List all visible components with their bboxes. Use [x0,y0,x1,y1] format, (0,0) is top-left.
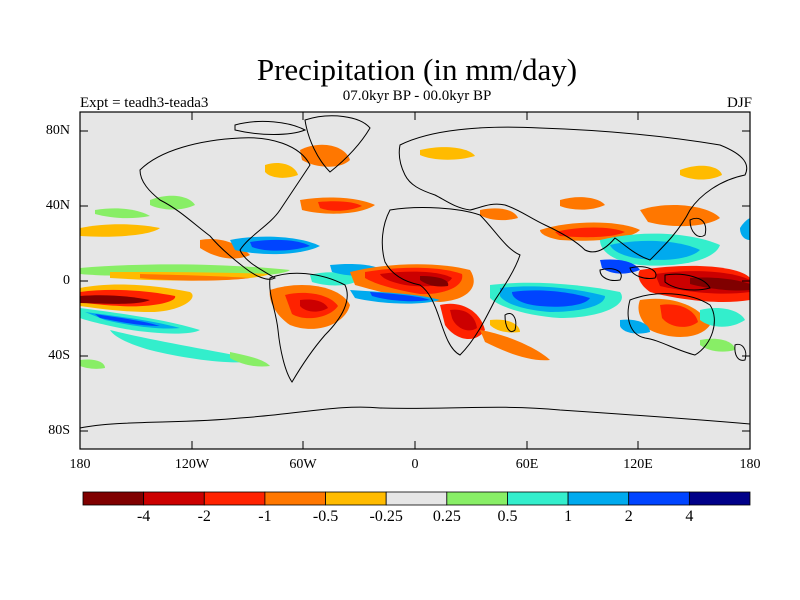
lon-label-120w: 120W [162,457,222,473]
colorbar-swatch [568,492,629,505]
colorbar-swatch [83,492,144,505]
colorbar-swatch [326,492,387,505]
chart-title: Precipitation (in mm/day) [0,52,800,88]
colorbar-label: -1 [240,508,290,526]
lat-label-40n: 40N [30,198,70,214]
colorbar-swatch [447,492,508,505]
colorbar [83,492,750,505]
lon-label-60e: 60E [497,457,557,473]
colorbar-label: 1 [543,508,593,526]
lat-label-80n: 80N [30,123,70,139]
colorbar-label: 0.25 [422,508,472,526]
colorbar-swatch [204,492,265,505]
lat-label-80s: 80S [30,423,70,439]
experiment-label: Expt = teadh3-teada3 [80,95,208,112]
lon-label-60w: 60W [273,457,333,473]
colorbar-label: 4 [664,508,714,526]
colorbar-swatch [629,492,690,505]
colorbar-label: 2 [604,508,654,526]
colorbar-label: 0.5 [482,508,532,526]
colorbar-swatch [507,492,568,505]
colorbar-swatch [144,492,205,505]
lon-label-0: 0 [385,457,445,473]
colorbar-swatch [689,492,750,505]
colorbar-label: -2 [179,508,229,526]
lon-label-120e: 120E [608,457,668,473]
lon-label-180w: 180 [50,457,110,473]
lat-label-0: 0 [30,273,70,289]
lat-label-40s: 40S [30,348,70,364]
colorbar-swatch [386,492,447,505]
lon-label-180e: 180 [720,457,780,473]
colorbar-swatch [265,492,326,505]
colorbar-label: -0.5 [301,508,351,526]
colorbar-label: -4 [119,508,169,526]
colorbar-label: -0.25 [361,508,411,526]
season-label: DJF [727,95,752,112]
